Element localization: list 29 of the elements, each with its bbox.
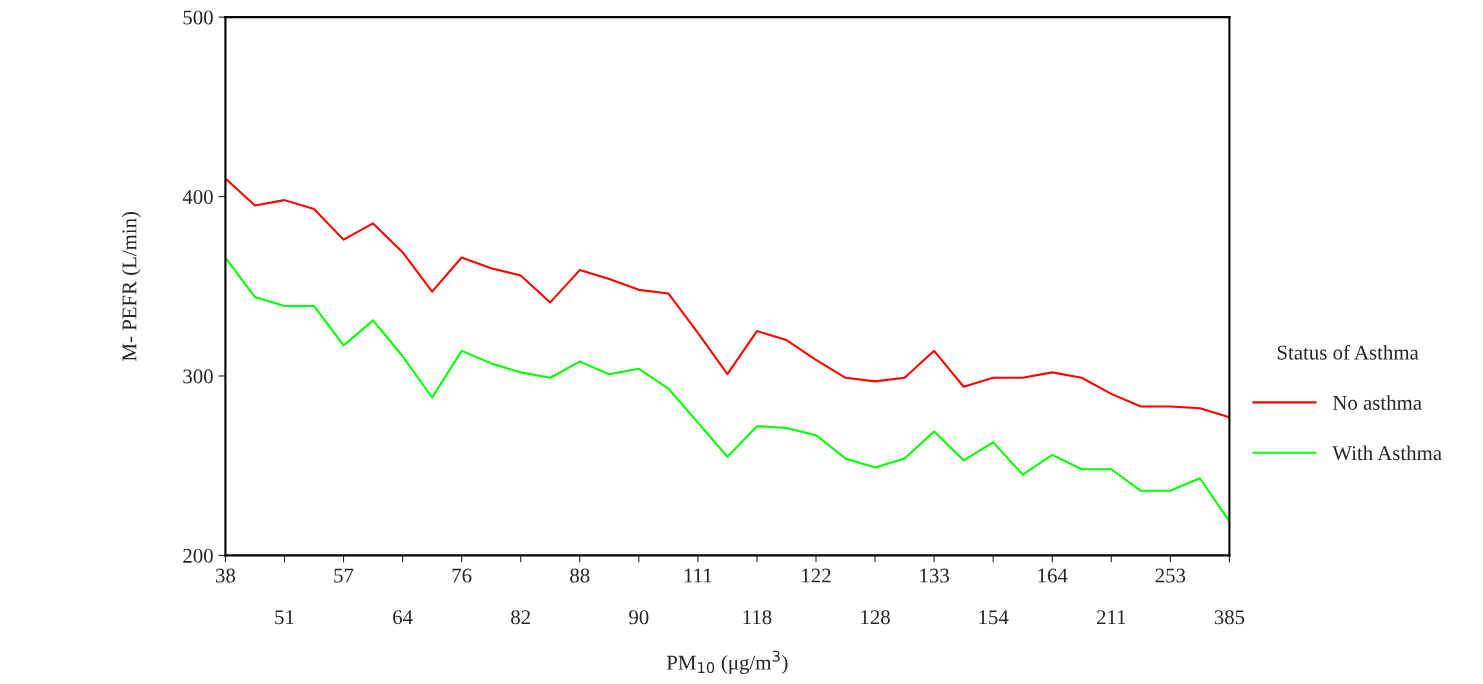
x-tick-label: 253 <box>1155 568 1186 583</box>
x-tick-label: 88 <box>570 568 590 583</box>
line-series <box>225 256 1230 523</box>
x-tick-label: 154 <box>979 610 1009 625</box>
x-tick-label: 111 <box>684 568 712 583</box>
legend-label: No asthma <box>1332 395 1422 410</box>
y-tick-label: 500 <box>183 10 213 25</box>
x-tick-label: 82 <box>511 610 530 625</box>
x-tick-label: 133 <box>920 568 949 583</box>
x-tick-label: 122 <box>802 568 831 583</box>
legend-label: With Asthma <box>1332 445 1442 461</box>
x-tick-label: 211 <box>1096 610 1126 625</box>
x-tick-label: 51 <box>275 610 294 625</box>
line-series <box>225 177 1230 419</box>
y-tick-label: 200 <box>183 548 213 563</box>
x-tick-label: 164 <box>1038 568 1068 583</box>
y-tick-label: 400 <box>182 189 213 204</box>
x-tick-label: 128 <box>861 610 890 625</box>
x-tick-label: 76 <box>452 568 472 583</box>
legend-title: Status of Asthma <box>1277 344 1419 360</box>
y-axis-title: M- PEFR (L/min) <box>121 211 141 361</box>
x-tick-label: 90 <box>629 610 649 625</box>
x-tick-label: 57 <box>334 568 354 583</box>
x-axis-title: PM$_{10}$ (μg/m$^{3}$) <box>666 650 788 674</box>
x-tick-label: 38 <box>216 568 236 583</box>
y-tick-label: 300 <box>183 369 213 384</box>
x-tick-label: 118 <box>743 610 772 625</box>
x-tick-label: 64 <box>393 610 413 625</box>
x-tick-label: 385 <box>1214 610 1245 625</box>
